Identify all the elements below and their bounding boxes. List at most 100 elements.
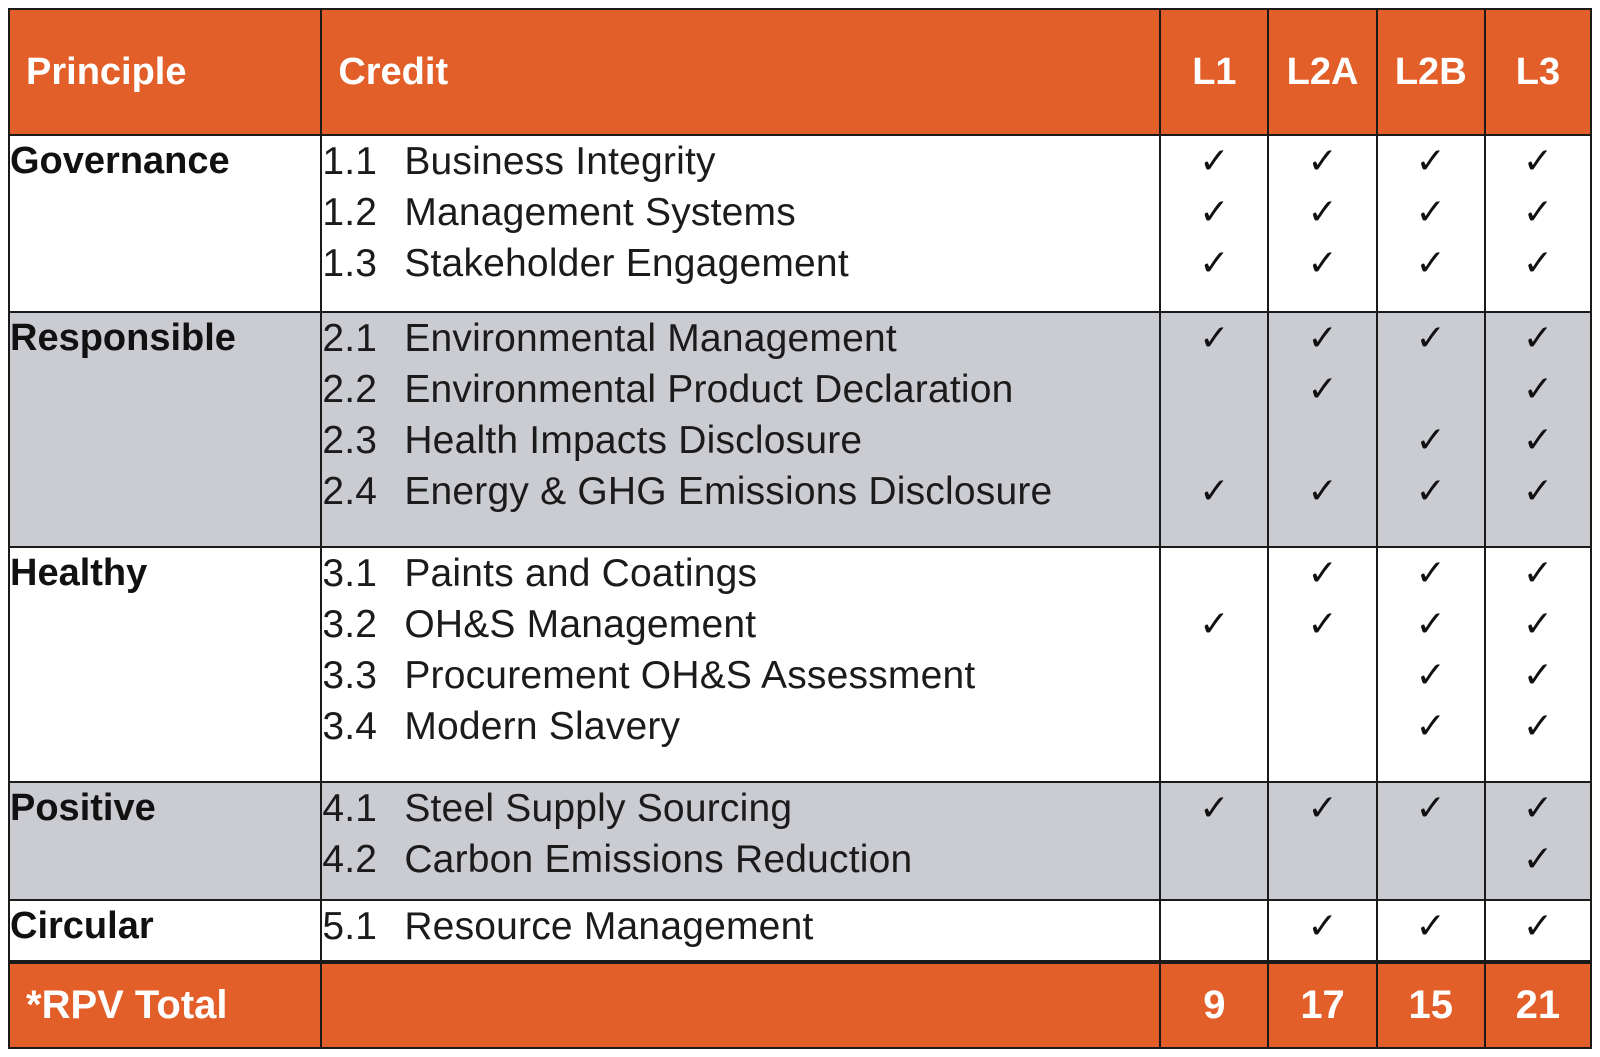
checkmark-icon: ✓ (1522, 838, 1553, 880)
credit-name: Paints and Coatings (404, 551, 758, 595)
credit-list-cell: 3.1 Paints and Coatings 3.2 OH&S Management… (320, 545, 1162, 783)
checkmark-icon: ✓ (1199, 470, 1230, 512)
credit-name: Stakeholder Engagement (404, 242, 849, 285)
checkmark-icon: ✓ (1307, 243, 1338, 284)
checkmark-icon: ✓ (1415, 470, 1446, 512)
header-credit: Credit (320, 8, 1162, 136)
credit-number: 5.1 (322, 905, 378, 949)
level-l2a-cell: ✓ ✓ ✓ (1267, 134, 1378, 313)
checkmark-icon: ✓ (1415, 906, 1446, 948)
total-l1: 9 (1159, 960, 1270, 1049)
checkmark-icon: ✓ (1415, 317, 1446, 359)
credit-name: OH&S Management (404, 602, 757, 646)
level-l3-cell: ✓ ✓ ✓ (1483, 134, 1593, 313)
credit-number: 3.3 (322, 653, 378, 697)
checkmark-icon: ✓ (1415, 705, 1446, 747)
credit-name: Environmental Product Declaration (404, 367, 1014, 411)
header-principle: Principle (7, 8, 323, 136)
empty-mark (1161, 364, 1267, 415)
credit-number: 1.3 (322, 242, 378, 285)
level-l2a-cell: ✓ ✓ (1267, 545, 1378, 783)
checkmark-icon: ✓ (1415, 419, 1446, 461)
level-l3-cell: ✓ ✓ ✓ ✓ (1483, 545, 1593, 783)
empty-mark (1161, 834, 1267, 885)
checkmark-icon: ✓ (1415, 141, 1446, 182)
header-level-l1: L1 (1159, 8, 1270, 136)
credit-item: 2.2 Environmental Product Declaration (322, 364, 1159, 415)
level-l3-cell: ✓ (1483, 899, 1593, 963)
checkmark-icon: ✓ (1522, 419, 1553, 461)
checkmark-icon: ✓ (1522, 141, 1553, 182)
credit-item: 2.3 Health Impacts Disclosure (322, 415, 1159, 466)
principle-group-row: Governance 1.1 Business Integrity 1.2 Manage… (7, 134, 1593, 313)
principle-group-row: Responsible 2.1 Environmental Management 2.… (7, 310, 1593, 548)
level-l1-cell: ✓ (1159, 780, 1270, 902)
level-l2b-cell: ✓ (1375, 780, 1486, 902)
principle-cell: Responsible (7, 310, 323, 548)
credit-number: 3.4 (322, 704, 378, 748)
credit-number: 2.2 (322, 367, 378, 411)
credits-table: Principle Credit L1 L2A L2B L3 Governanc… (7, 8, 1593, 1049)
empty-mark (1378, 364, 1484, 415)
header-level-l2a: L2A (1267, 8, 1378, 136)
checkmark-icon: ✓ (1415, 603, 1446, 645)
header-row: Principle Credit L1 L2A L2B L3 (7, 8, 1593, 136)
level-l2a-cell: ✓ ✓ ✓ (1267, 310, 1378, 548)
checkmark-icon: ✓ (1199, 787, 1230, 829)
header-credit-label: Credit (338, 50, 449, 93)
credit-item: 1.1 Business Integrity (322, 136, 1159, 187)
principle-cell: Circular (7, 899, 323, 963)
checkmark-icon: ✓ (1307, 317, 1338, 359)
checkmark-icon: ✓ (1522, 552, 1553, 594)
credit-item: 3.1 Paints and Coatings (322, 548, 1159, 599)
empty-mark (1161, 901, 1267, 952)
empty-mark (1269, 650, 1375, 701)
empty-mark (1269, 701, 1375, 752)
level-l3-cell: ✓ ✓ ✓ ✓ (1483, 310, 1593, 548)
header-level-l2b: L2B (1375, 8, 1486, 136)
level-l2a-cell: ✓ (1267, 899, 1378, 963)
principle-group-row: Healthy 3.1 Paints and Coatings 3.2 OH&S Man… (7, 545, 1593, 783)
checkmark-icon: ✓ (1522, 603, 1553, 645)
principle-cell: Positive (7, 780, 323, 902)
credit-name: Health Impacts Disclosure (404, 418, 863, 462)
total-l3: 21 (1483, 960, 1593, 1049)
checkmark-icon: ✓ (1307, 552, 1338, 594)
checkmark-icon: ✓ (1307, 906, 1338, 948)
empty-mark (1269, 834, 1375, 885)
checkmark-icon: ✓ (1307, 470, 1338, 512)
checkmark-icon: ✓ (1199, 603, 1230, 645)
empty-mark (1269, 415, 1375, 466)
credit-name: Resource Management (404, 905, 814, 949)
empty-mark (1161, 650, 1267, 701)
principle-cell: Healthy (7, 545, 323, 783)
credit-number: 1.2 (322, 191, 378, 234)
total-l2a: 17 (1267, 960, 1378, 1049)
level-l1-cell (1159, 899, 1270, 963)
checkmark-icon: ✓ (1307, 141, 1338, 182)
level-l1-cell: ✓ (1159, 545, 1270, 783)
credit-name: Environmental Management (404, 316, 897, 360)
principle-cell: Governance (7, 134, 323, 313)
header-level-l3: L3 (1483, 8, 1593, 136)
checkmark-icon: ✓ (1522, 192, 1553, 233)
credit-item: 3.4 Modern Slavery (322, 701, 1159, 752)
level-l1-cell: ✓ ✓ (1159, 310, 1270, 548)
credit-number: 3.2 (322, 602, 378, 646)
header-principle-label: Principle (26, 50, 187, 93)
level-l2b-cell: ✓ (1375, 899, 1486, 963)
checkmark-icon: ✓ (1415, 787, 1446, 829)
credit-item: 3.2 OH&S Management (322, 599, 1159, 650)
empty-mark (1378, 834, 1484, 885)
credit-name: Steel Supply Sourcing (404, 786, 793, 830)
table-body: Governance 1.1 Business Integrity 1.2 Manage… (7, 134, 1593, 963)
checkmark-icon: ✓ (1522, 654, 1553, 696)
credit-name: Energy & GHG Emissions Disclosure (404, 469, 1053, 513)
level-l2b-cell: ✓ ✓ ✓ (1375, 134, 1486, 313)
checkmark-icon: ✓ (1307, 192, 1338, 233)
checkmark-icon: ✓ (1522, 243, 1553, 284)
checkmark-icon: ✓ (1522, 787, 1553, 829)
credit-number: 4.1 (322, 786, 378, 830)
credit-list-cell: 5.1 Resource Management (320, 899, 1162, 963)
credit-item: 5.1 Resource Management (322, 901, 1159, 952)
